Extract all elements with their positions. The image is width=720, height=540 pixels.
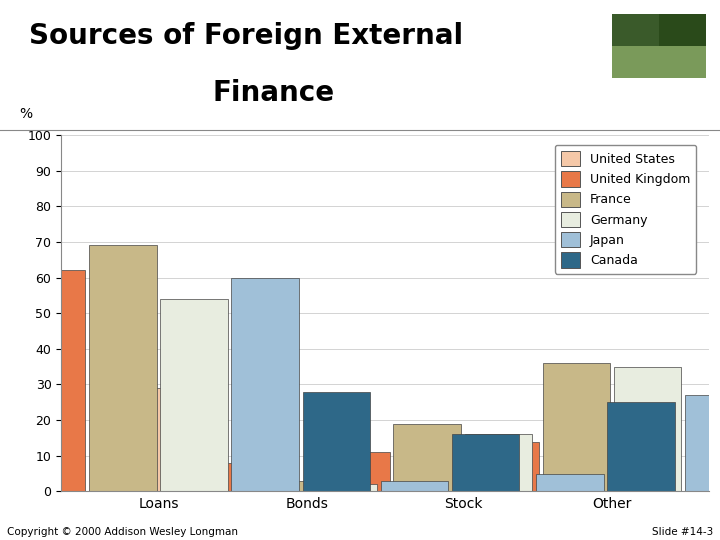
Bar (0, 274, 14, 491)
Bar (451, 434, 520, 491)
Bar (471, 442, 539, 491)
Text: Slide #14-3: Slide #14-3 (652, 527, 713, 537)
Text: Sources of Foreign External: Sources of Foreign External (29, 22, 463, 50)
Legend: United States, United Kingdom, France, Germany, Japan, Canada: United States, United Kingdom, France, G… (555, 145, 696, 274)
Bar (309, 484, 377, 491)
Bar (322, 452, 390, 491)
Bar (17, 271, 86, 491)
Bar (607, 402, 675, 491)
Text: Finance: Finance (212, 79, 335, 107)
Bar (393, 424, 462, 491)
Bar (251, 484, 319, 491)
Bar (166, 463, 235, 491)
Bar (659, 14, 706, 46)
Bar (89, 246, 157, 491)
Bar (380, 481, 449, 491)
Text: %: % (19, 107, 32, 121)
Bar (612, 46, 706, 78)
Bar (302, 392, 371, 491)
Bar (612, 14, 706, 46)
Bar (238, 481, 306, 491)
Bar (542, 363, 611, 491)
Bar (536, 474, 604, 491)
Bar (613, 367, 682, 491)
Bar (685, 395, 720, 491)
Bar (231, 278, 300, 491)
Bar (464, 434, 533, 491)
Bar (400, 470, 468, 491)
Text: Copyright © 2000 Addison Wesley Longman: Copyright © 2000 Addison Wesley Longman (7, 527, 238, 537)
Bar (160, 299, 228, 491)
Bar (95, 388, 163, 491)
